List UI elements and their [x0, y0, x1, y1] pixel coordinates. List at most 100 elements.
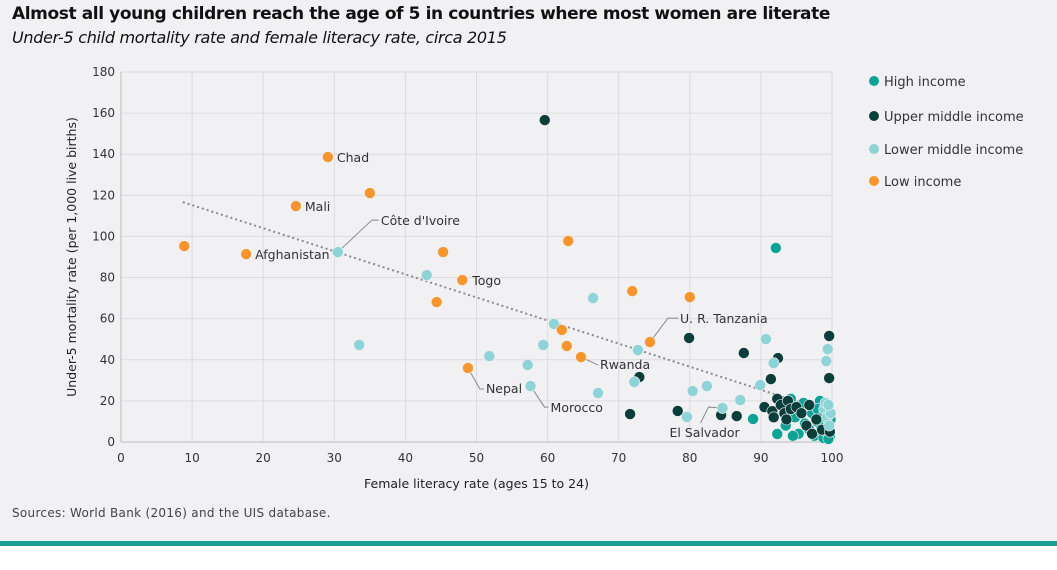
country-label: Morocco — [551, 400, 603, 415]
data-point-low-income — [437, 246, 449, 258]
data-point-high-income — [787, 430, 799, 442]
data-point-low-income — [683, 291, 696, 303]
y-tick-label: 180 — [92, 65, 115, 79]
data-point-high-income — [770, 242, 782, 254]
source-note: Sources: World Bank (2016) and the UIS d… — [12, 506, 331, 520]
data-point-lower-middle-income — [632, 344, 644, 356]
data-point-high-income — [771, 428, 784, 440]
data-point-lower-middle-income — [823, 419, 835, 432]
trend-line — [182, 201, 809, 406]
data-point-low-income — [456, 274, 469, 286]
data-point-lower-middle-income — [483, 350, 496, 362]
legend-label: Low income — [884, 175, 961, 190]
data-point-upper-middle-income — [810, 413, 823, 426]
x-tick-label: 30 — [327, 451, 342, 465]
data-point-upper-middle-income — [803, 399, 816, 411]
annotation-leader-line — [467, 367, 484, 390]
data-point-upper-middle-income — [683, 332, 695, 344]
data-point-lower-middle-income — [587, 292, 599, 304]
data-point-lower-middle-income — [332, 246, 344, 258]
data-point-lower-middle-income — [548, 318, 560, 330]
annotation-leader-line — [530, 385, 549, 408]
data-point-upper-middle-income — [767, 411, 780, 424]
x-tick-label: 40 — [398, 451, 413, 465]
legend-marker — [869, 111, 879, 121]
data-point-low-income — [290, 200, 302, 212]
annotation-leader-line — [649, 317, 678, 343]
x-tick-label: 10 — [184, 451, 199, 465]
legend-label: Lower middle income — [884, 143, 1023, 158]
data-point-low-income — [322, 151, 334, 163]
country-label: Nepal — [486, 381, 522, 396]
data-point-upper-middle-income — [538, 114, 551, 126]
data-point-lower-middle-income — [822, 399, 835, 411]
x-tick-label: 80 — [682, 451, 697, 465]
data-point-lower-middle-income — [760, 333, 772, 345]
data-point-lower-middle-income — [716, 402, 729, 414]
data-point-high-income — [747, 413, 759, 425]
country-label: Côte d'Ivoire — [381, 213, 460, 228]
country-label: El Salvador — [670, 425, 741, 440]
data-point-low-income — [644, 336, 656, 348]
y-tick-label: 100 — [92, 229, 115, 243]
data-point-lower-middle-income — [420, 269, 433, 281]
legend-label: High income — [884, 75, 966, 90]
x-tick-label: 70 — [611, 451, 626, 465]
country-label: Togo — [471, 273, 501, 288]
data-point-lower-middle-income — [754, 379, 766, 391]
country-label: Mali — [305, 199, 330, 214]
y-tick-label: 20 — [100, 394, 115, 408]
data-point-low-income — [575, 351, 587, 363]
legend-marker — [869, 176, 879, 186]
country-label: U. R. Tanzania — [680, 311, 768, 326]
chart-title: Almost all young children reach the age … — [12, 4, 830, 24]
y-tick-label: 40 — [100, 353, 115, 367]
data-point-upper-middle-income — [730, 410, 743, 422]
data-point-lower-middle-income — [353, 339, 365, 351]
y-tick-label: 120 — [92, 188, 115, 202]
country-label: Rwanda — [600, 357, 650, 372]
data-point-upper-middle-income — [738, 347, 750, 359]
data-point-lower-middle-income — [524, 380, 537, 392]
x-tick-label: 20 — [256, 451, 271, 465]
legend-label: Upper middle income — [884, 110, 1024, 125]
country-label: Afghanistan — [255, 247, 329, 262]
legend-marker — [869, 76, 879, 86]
x-axis-label: Female literacy rate (ages 15 to 24) — [364, 476, 589, 491]
data-point-low-income — [178, 240, 191, 252]
data-point-lower-middle-income — [681, 411, 693, 423]
data-point-upper-middle-income — [806, 427, 818, 440]
y-tick-label: 60 — [100, 312, 115, 326]
x-tick-label: 100 — [821, 451, 844, 465]
data-point-upper-middle-income — [823, 372, 835, 384]
x-tick-label: 0 — [117, 451, 125, 465]
data-point-lower-middle-income — [537, 339, 550, 351]
data-point-low-income — [364, 187, 376, 199]
data-point-upper-middle-income — [765, 373, 777, 385]
country-label: Chad — [337, 150, 369, 165]
chart-subtitle: Under-5 child mortality rate and female … — [12, 28, 507, 47]
y-tick-label: 140 — [92, 147, 115, 161]
x-tick-label: 50 — [469, 451, 484, 465]
data-point-lower-middle-income — [767, 357, 780, 369]
data-point-low-income — [430, 296, 443, 308]
data-point-lower-middle-income — [821, 343, 834, 355]
data-point-upper-middle-income — [624, 408, 636, 420]
data-point-lower-middle-income — [734, 394, 747, 406]
data-point-low-income — [462, 362, 474, 374]
data-point-upper-middle-income — [780, 413, 793, 426]
legend-marker — [869, 144, 879, 154]
y-tick-label: 160 — [92, 106, 115, 120]
data-point-low-income — [240, 248, 252, 260]
data-point-upper-middle-income — [823, 330, 835, 342]
data-point-lower-middle-income — [686, 385, 699, 397]
data-point-upper-middle-income — [671, 405, 684, 417]
accent-bar — [0, 541, 1057, 546]
x-tick-label: 60 — [540, 451, 555, 465]
y-tick-label: 80 — [100, 271, 115, 285]
data-point-lower-middle-income — [592, 387, 604, 399]
footer-area — [0, 546, 1057, 570]
y-axis-label: Under-5 mortality rate (per 1,000 live b… — [64, 117, 79, 397]
